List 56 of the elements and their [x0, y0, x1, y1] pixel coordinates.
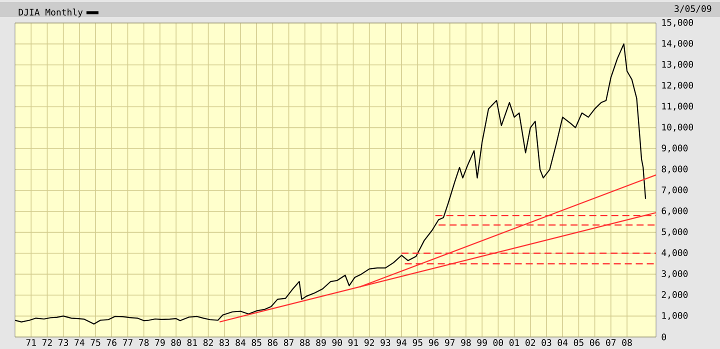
x-tick-label: 04	[558, 339, 568, 346]
x-tick-label: 88	[300, 339, 310, 346]
y-tick-label: 9,000	[662, 144, 688, 153]
x-tick-label: 83	[220, 339, 230, 346]
x-tick-label: 87	[284, 339, 294, 346]
text: 3/05/09	[674, 5, 712, 13]
x-tick-label: 94	[396, 339, 407, 346]
x-tick-label: 89	[316, 339, 326, 346]
x-tick-label: 76	[106, 339, 116, 346]
y-tick-label: 13,000	[662, 60, 694, 69]
y-tick-label: 6,000	[662, 207, 688, 216]
x-tick-label: 80	[171, 339, 181, 346]
legend-label: DJIA Monthly	[18, 8, 83, 18]
y-tick-label: 10,000	[662, 124, 694, 132]
x-tick-label: 75	[90, 339, 100, 346]
y-tick-label: 1,000	[662, 312, 688, 320]
y-tick-label: 12,000	[662, 82, 694, 90]
x-tick-label: 01	[509, 339, 520, 346]
x-tick-label: 91	[348, 339, 358, 346]
x-tick-label: 73	[58, 339, 68, 346]
x-tick-label: 72	[42, 339, 52, 346]
x-tick-label: 97	[445, 339, 455, 346]
x-tick-label: 02	[526, 339, 536, 346]
x-tick-label: 05	[574, 339, 584, 346]
x-tick-label: 77	[122, 339, 132, 346]
x-tick-label: 08	[622, 339, 632, 346]
x-tick-label: 06	[590, 339, 600, 346]
x-tick-label: 96	[428, 339, 439, 346]
y-tick-label: 7,000	[662, 186, 688, 194]
y-tick-label: 5,000	[662, 228, 688, 236]
y-tick-label: 0	[662, 334, 666, 340]
x-tick-label: 93	[380, 339, 390, 346]
x-tick-label: 90	[332, 339, 342, 346]
x-tick-label: 84	[236, 339, 246, 346]
x-tick-label: 85	[252, 339, 262, 346]
x-tick-label: 98	[461, 339, 471, 346]
y-tick-label: 15,000	[662, 19, 694, 27]
y-tick-label: 2,000	[662, 291, 688, 300]
x-tick-label: 86	[268, 339, 278, 346]
y-tick-label: 11,000	[662, 102, 694, 111]
x-tick-label: 95	[412, 339, 422, 346]
y-tick-label: 8,000	[662, 166, 688, 174]
x-tick-label: 07	[606, 339, 616, 346]
x-tick-label: 81	[187, 339, 197, 346]
x-tick-label: 74	[74, 339, 84, 346]
x-tick-label: 92	[364, 339, 374, 346]
x-tick-label: 03	[542, 339, 552, 346]
x-tick-label: 79	[155, 339, 165, 346]
x-tick-label: 99	[477, 339, 487, 346]
x-tick-label: 00	[493, 339, 503, 346]
y-tick-label: 3,000	[662, 270, 688, 278]
x-tick-label: 78	[139, 339, 149, 346]
x-tick-label: 82	[203, 339, 213, 346]
x-tick-label: 71	[26, 339, 36, 346]
y-tick-label: 14,000	[662, 40, 694, 48]
y-tick-label: 4,000	[662, 249, 688, 258]
